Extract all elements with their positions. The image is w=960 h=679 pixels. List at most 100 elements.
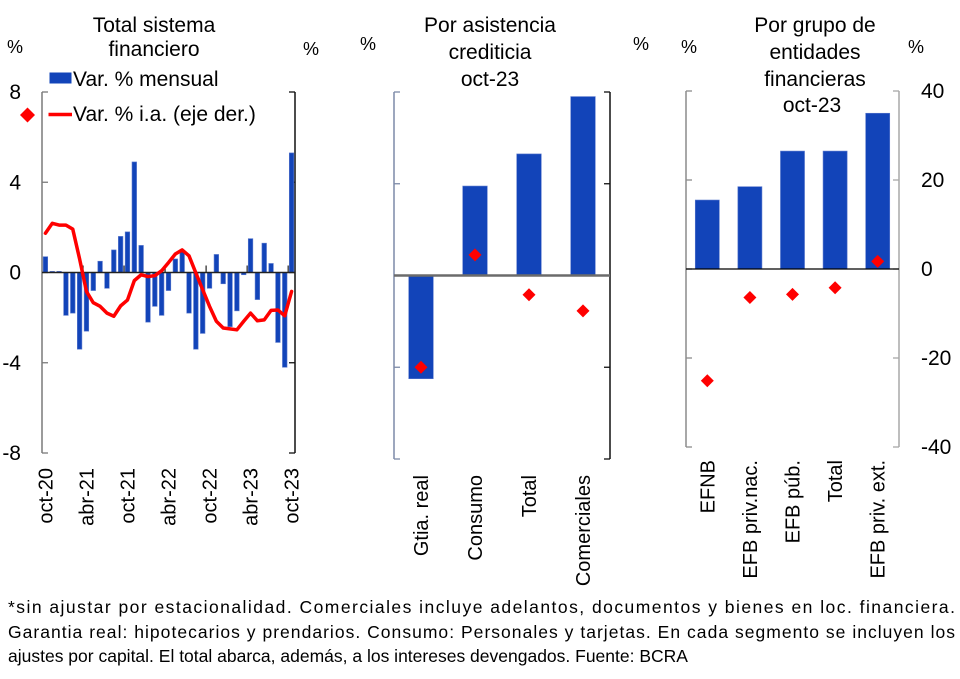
yoy-diamond-marker xyxy=(468,248,482,262)
chart-por-asistencia-crediticia: Por asistencia crediticia oct-23 % % Gti… xyxy=(360,14,649,586)
footnote: *sin ajustar por estacionalidad. Comerci… xyxy=(8,597,955,666)
right-axis-tick-label: -20 xyxy=(921,347,951,370)
chart-title-line: financieras xyxy=(764,68,866,91)
right-axis-tick-label: -40 xyxy=(921,436,951,459)
bar-jun-21 xyxy=(97,260,103,273)
bar-total xyxy=(516,153,542,276)
chart-title-line: oct-23 xyxy=(461,68,519,91)
bar-ago-21 xyxy=(111,249,117,273)
x-axis-category-label: EFNB xyxy=(697,460,719,513)
chart-title-line: Por grupo de xyxy=(754,14,875,37)
bar-jul-21 xyxy=(104,272,110,289)
bar-efb-púb- xyxy=(780,150,805,270)
x-axis-category-label: EFB priv. ext. xyxy=(868,460,890,579)
left-axis-unit: % xyxy=(7,37,23,57)
left-axis-tick-label: -4 xyxy=(2,352,21,375)
yoy-diamond-marker xyxy=(871,254,885,268)
chart-title-line: Por asistencia xyxy=(424,14,556,37)
legend-diamond-icon xyxy=(20,107,35,123)
bar-dic-22 xyxy=(220,272,226,285)
x-axis-category-label: abr-21 xyxy=(76,468,98,526)
bar-jun-22 xyxy=(179,251,185,273)
x-axis-category-label: oct-21 xyxy=(117,468,139,524)
left-axis-tick-label: 0 xyxy=(9,262,21,285)
bar-oct-21 xyxy=(124,231,131,273)
left-axis-tick-label: 8 xyxy=(9,81,21,104)
right-axis-unit: % xyxy=(303,39,319,59)
x-axis-category-label: Consumo xyxy=(465,475,487,561)
bar-ene-23 xyxy=(227,272,233,327)
bar-nov-22 xyxy=(213,254,219,273)
bar-jun-23 xyxy=(261,242,267,273)
bar-sep-21 xyxy=(118,236,124,273)
left-axis-unit: % xyxy=(360,34,376,54)
yoy-line-series xyxy=(43,221,294,332)
bar-ene-22 xyxy=(145,272,151,323)
bar-oct-23 xyxy=(288,152,295,273)
x-axis-category-label: EFB priv.nac. xyxy=(740,460,762,579)
right-axis-unit: % xyxy=(633,34,649,54)
right-axis-unit: % xyxy=(908,37,924,57)
bar-jul-22 xyxy=(186,272,192,314)
bar-total xyxy=(822,150,848,270)
left-axis-tick-label: 4 xyxy=(9,171,21,194)
bar-may-23 xyxy=(254,272,260,300)
bar-abr-23 xyxy=(247,238,254,273)
x-axis-category-label: oct-23 xyxy=(282,468,304,524)
plot-area: 40 20 0 -20 -40 EFNB EFB priv.nac. EFB púb. Tota… xyxy=(685,80,951,579)
chart-por-grupo-de-entidades: Por grupo de entidades financieras oct-2… xyxy=(681,14,951,579)
bar-abr-22 xyxy=(165,272,172,291)
x-axis-category-label: Total xyxy=(519,475,541,517)
bar-consumo xyxy=(462,185,488,276)
yoy-diamond-marker xyxy=(743,290,757,304)
bar-may-21 xyxy=(90,272,96,291)
chart-total-sistema-financiero: Total sistema financiero % % Var. % mens… xyxy=(2,14,319,526)
yoy-diamond-marker xyxy=(700,374,714,388)
x-axis-category-label: oct-22 xyxy=(200,468,222,524)
plot-area: Gtia. real Consumo Total Comerciales xyxy=(393,91,611,586)
yoy-diamond-marker xyxy=(786,287,799,301)
chart-title-line: financiero xyxy=(108,38,199,61)
yoy-diamond-marker xyxy=(414,360,428,374)
bar-feb-21 xyxy=(70,272,76,314)
bar-comerciales xyxy=(570,96,596,276)
bar-efnb xyxy=(694,199,720,270)
legend: Var. % mensual Var. % i.a. (eje der.) xyxy=(20,68,256,126)
chart-title-line: crediticia xyxy=(449,41,532,64)
bar-jul-23 xyxy=(268,263,274,273)
bar-dic-21 xyxy=(138,245,144,273)
right-axis-tick-label: 40 xyxy=(921,80,944,103)
bar-ene-21 xyxy=(63,272,69,316)
x-axis-category-label: oct-20 xyxy=(35,468,57,524)
x-axis-category-label: abr-23 xyxy=(241,468,263,526)
bar-ago-22 xyxy=(193,272,199,350)
legend-bar-swatch xyxy=(49,72,72,84)
chart-title-line: Total sistema xyxy=(93,14,216,37)
bar-oct-20 xyxy=(42,256,49,273)
footnote-line: *sin ajustar por estacionalidad. Comerci… xyxy=(8,597,955,617)
bar-efb-priv-nac- xyxy=(737,186,763,270)
bar-feb-23 xyxy=(234,272,240,312)
x-axis-category-label: Gtia. real xyxy=(411,475,433,556)
x-axis-category-label: abr-22 xyxy=(159,468,181,526)
right-axis-tick-label: 0 xyxy=(921,258,933,281)
bar-nov-21 xyxy=(131,161,137,273)
bar-mar-22 xyxy=(159,272,165,316)
x-axis-category-label: EFB púb. xyxy=(783,460,805,543)
bar-may-22 xyxy=(172,258,178,273)
legend-label-monthly: Var. % mensual xyxy=(73,68,219,91)
yoy-diamond-marker xyxy=(576,304,590,318)
x-axis-category-label: Comerciales xyxy=(573,475,595,586)
footnote-line: Garantia real: hipotecarios y prendarios… xyxy=(8,622,955,642)
chart-title-line: entidades xyxy=(769,41,860,64)
x-axis-category-label: Total xyxy=(825,460,847,502)
bar-mar-21 xyxy=(77,272,83,350)
footnote-line: ajustes por capital. El total abarca, ad… xyxy=(8,646,688,666)
yoy-diamond-marker xyxy=(522,288,536,302)
chart-title-line: oct-23 xyxy=(783,94,841,117)
bar-efb-priv-ext- xyxy=(865,112,891,270)
plot-area: 8 4 0 -4 -8 oct-20 abr-21 oct-21 abr-22 oct-22 abr… xyxy=(2,81,303,526)
bar-oct-22 xyxy=(206,272,213,289)
right-axis-tick-label: 20 xyxy=(921,169,944,192)
